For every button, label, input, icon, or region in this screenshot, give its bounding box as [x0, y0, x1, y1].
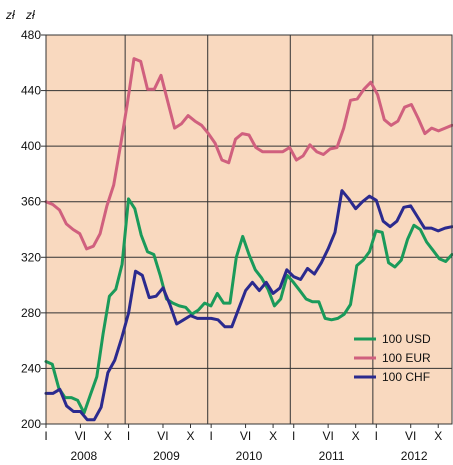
- x-axis-ticks: I VI X 2008 I VI X 2009 I VI X 2010 I VI X 2011 I VI X 2012: [44, 424, 442, 463]
- x-tick-label-3-2: X: [352, 429, 360, 443]
- y-tick-label-3: 320: [21, 250, 41, 264]
- legend: 100 USD 100 EUR 100 CHF: [354, 332, 431, 384]
- x-tick-label-2-0: I: [209, 429, 212, 443]
- year-label-0: 2008: [70, 449, 97, 463]
- x-tick-label-0-2: X: [104, 429, 112, 443]
- year-label-2: 2010: [236, 449, 263, 463]
- legend-label-1: 100 EUR: [382, 351, 431, 365]
- x-tick-label-3-1: VI: [322, 429, 333, 443]
- y-tick-label-5: 400: [21, 139, 41, 153]
- year-label-1: 2009: [153, 449, 180, 463]
- x-tick-label-4-2: X: [434, 429, 442, 443]
- y-tick-label-6: 440: [21, 84, 41, 98]
- x-tick-label-1-2: X: [187, 429, 195, 443]
- x-tick-label-2-1: VI: [240, 429, 251, 443]
- y-tick-label-0: 200: [21, 417, 41, 431]
- plot-background: [46, 35, 452, 424]
- x-tick-label-0-0: I: [44, 429, 47, 443]
- y-tick-label-7: 480: [21, 28, 41, 42]
- x-tick-label-1-0: I: [127, 429, 130, 443]
- year-label-3: 2011: [319, 449, 345, 463]
- unit-label-2: zł: [25, 8, 35, 22]
- x-tick-label-0-1: VI: [75, 429, 86, 443]
- x-tick-label-4-0: I: [375, 429, 378, 443]
- year-label-4: 2012: [401, 449, 428, 463]
- y-tick-label-2: 280: [21, 306, 41, 320]
- y-tick-label-1: 240: [21, 361, 41, 375]
- x-tick-label-1-1: VI: [157, 429, 168, 443]
- unit-label-1: zł: [5, 8, 15, 22]
- legend-label-2: 100 CHF: [382, 370, 430, 384]
- x-tick-label-4-1: VI: [405, 429, 416, 443]
- y-tick-label-4: 360: [21, 195, 41, 209]
- x-tick-label-3-0: I: [292, 429, 295, 443]
- y-axis-ticks: 200 240 280 320 360 400 440 480: [21, 28, 46, 431]
- legend-label-0: 100 USD: [382, 332, 431, 346]
- x-tick-label-2-2: X: [269, 429, 277, 443]
